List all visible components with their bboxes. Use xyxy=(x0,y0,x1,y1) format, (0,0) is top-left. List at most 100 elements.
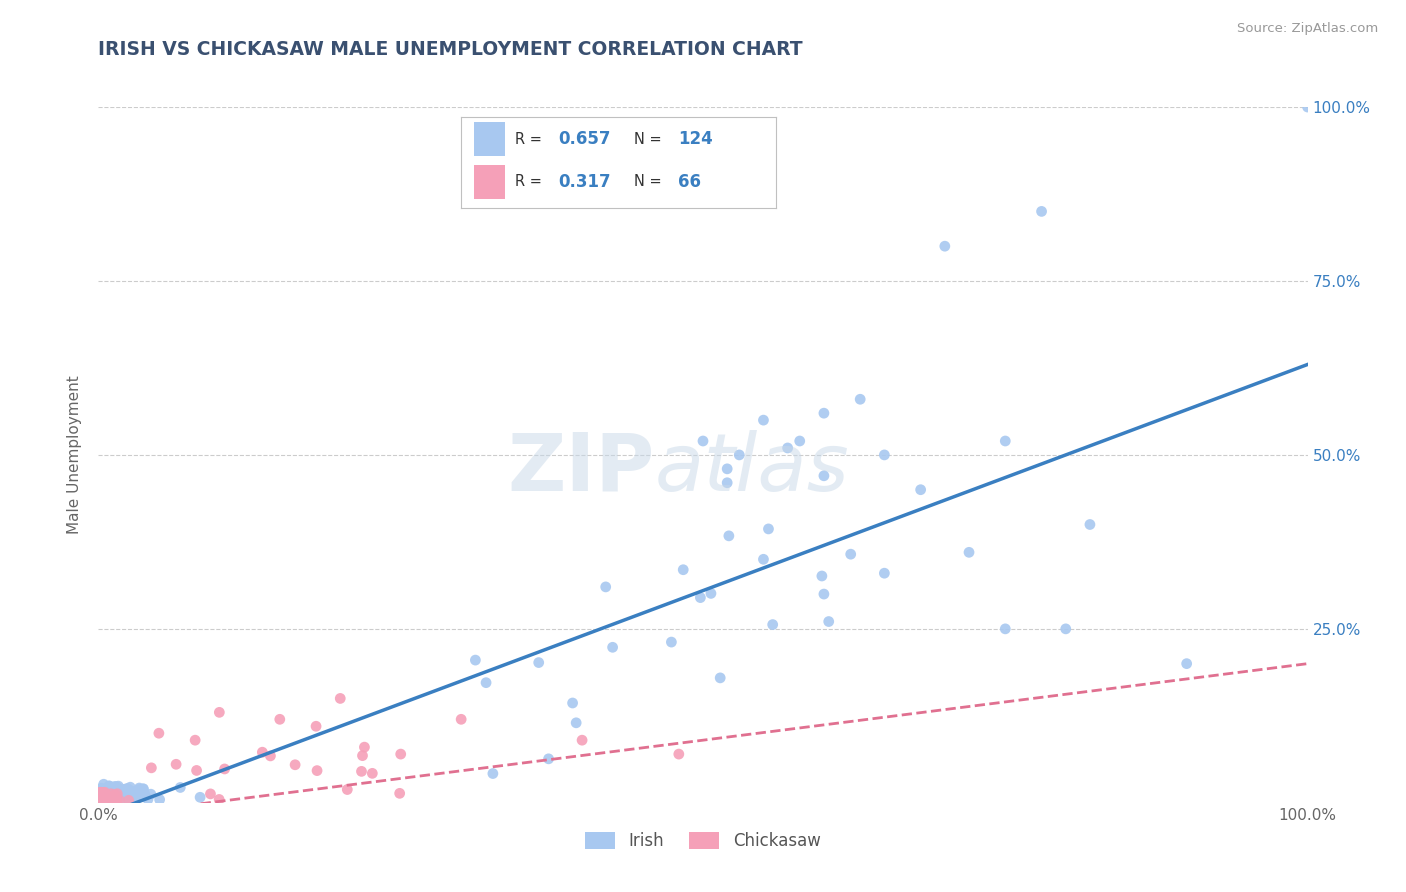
Point xyxy=(87,790,110,805)
Point xyxy=(186,764,208,778)
Text: ZIP: ZIP xyxy=(508,430,655,508)
Point xyxy=(96,789,118,803)
Point xyxy=(98,792,121,806)
Point xyxy=(105,794,128,808)
Point xyxy=(100,789,122,804)
Point xyxy=(475,675,498,690)
Point xyxy=(93,777,115,791)
Text: 124: 124 xyxy=(678,130,713,148)
Point xyxy=(661,635,683,649)
Point xyxy=(873,448,896,462)
Point xyxy=(208,792,231,806)
Point xyxy=(97,789,120,804)
Point xyxy=(97,795,120,809)
Point xyxy=(752,413,775,427)
Point xyxy=(125,791,148,805)
Point xyxy=(1031,204,1053,219)
Point xyxy=(214,762,236,776)
Point xyxy=(124,789,146,804)
Point xyxy=(114,789,136,803)
Point xyxy=(910,483,932,497)
Point xyxy=(89,795,111,809)
Point xyxy=(96,788,118,802)
Point xyxy=(100,786,122,800)
Point xyxy=(141,761,163,775)
Point xyxy=(120,785,142,799)
Point xyxy=(87,787,110,801)
Text: 0.317: 0.317 xyxy=(558,173,612,191)
Point xyxy=(139,787,162,801)
Bar xyxy=(474,122,505,156)
Point xyxy=(87,788,110,802)
Point xyxy=(208,706,231,720)
Point xyxy=(120,794,142,808)
Point xyxy=(389,747,412,761)
Point xyxy=(101,790,124,805)
Point xyxy=(91,793,114,807)
Point xyxy=(482,766,505,780)
Point xyxy=(561,696,583,710)
Point xyxy=(839,547,862,561)
Point xyxy=(105,787,128,801)
Point xyxy=(128,780,150,795)
Point xyxy=(89,793,111,807)
Point xyxy=(87,789,110,803)
Point xyxy=(188,790,211,805)
Point xyxy=(112,782,135,797)
Point xyxy=(1175,657,1198,671)
Point xyxy=(752,552,775,566)
Text: R =: R = xyxy=(515,132,546,146)
Point xyxy=(96,788,118,802)
Legend: Irish, Chickasaw: Irish, Chickasaw xyxy=(579,826,827,857)
Point xyxy=(100,793,122,807)
Point xyxy=(97,792,120,806)
Point xyxy=(89,794,111,808)
Point xyxy=(813,406,835,420)
Point xyxy=(105,793,128,807)
Bar xyxy=(474,164,505,199)
Text: atlas: atlas xyxy=(655,430,849,508)
Point xyxy=(709,671,731,685)
Point xyxy=(89,785,111,799)
Point xyxy=(934,239,956,253)
Point xyxy=(527,656,550,670)
Point xyxy=(104,792,127,806)
Point xyxy=(132,781,155,796)
Point xyxy=(97,794,120,808)
Point xyxy=(94,785,117,799)
Point xyxy=(1296,100,1319,114)
Point xyxy=(90,784,112,798)
Point xyxy=(305,719,328,733)
Point xyxy=(87,790,110,805)
Point xyxy=(849,392,872,407)
Point xyxy=(120,780,142,795)
Point xyxy=(813,587,835,601)
Point xyxy=(149,792,172,806)
Point xyxy=(994,622,1017,636)
Point xyxy=(104,789,127,804)
Point xyxy=(668,747,690,761)
Point xyxy=(89,786,111,800)
Point xyxy=(91,794,114,808)
Point xyxy=(121,784,143,798)
Point xyxy=(571,733,593,747)
Point xyxy=(1078,517,1101,532)
Point xyxy=(388,786,411,800)
Point xyxy=(90,781,112,796)
Point xyxy=(94,790,117,805)
Point xyxy=(94,789,117,803)
Point xyxy=(93,791,115,805)
Point xyxy=(87,794,110,808)
Point xyxy=(112,785,135,799)
Point xyxy=(97,779,120,793)
Point xyxy=(112,785,135,799)
Point xyxy=(96,785,118,799)
Point xyxy=(813,468,835,483)
Point xyxy=(108,793,131,807)
Point xyxy=(89,784,111,798)
Point xyxy=(595,580,617,594)
Point xyxy=(994,434,1017,448)
Text: 66: 66 xyxy=(678,173,702,191)
Point xyxy=(124,787,146,801)
Point xyxy=(120,792,142,806)
